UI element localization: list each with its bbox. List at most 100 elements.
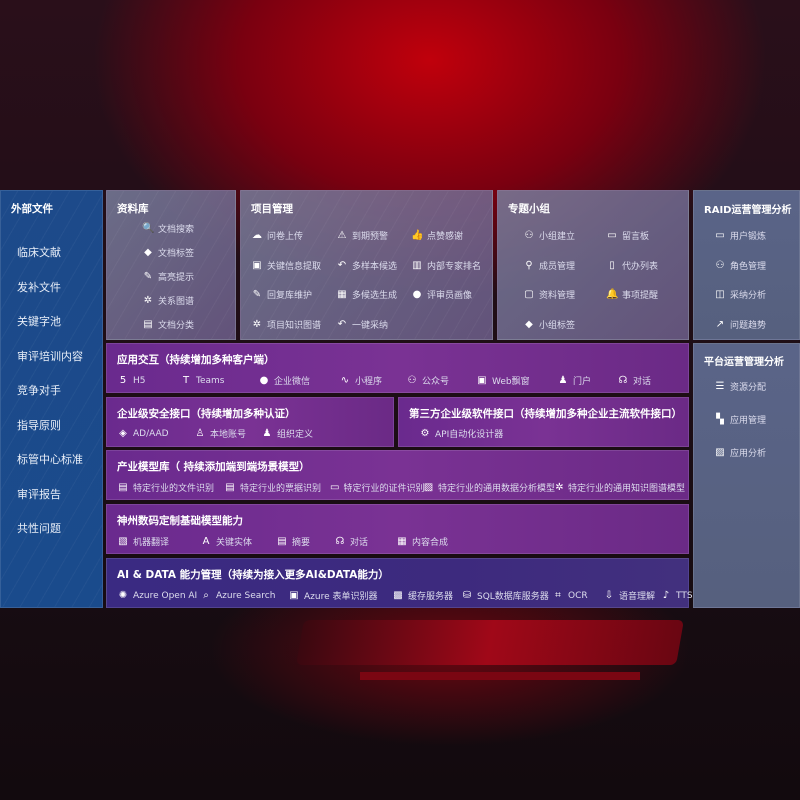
sidebar-item[interactable]: 发补文件 xyxy=(17,280,61,294)
feature-item[interactable]: ☊ 对话 xyxy=(617,374,667,387)
feature-item[interactable]: ▦ 内容合成 xyxy=(396,535,476,548)
feature-label: 关系图谱 xyxy=(158,297,195,307)
feature-item[interactable]: T Teams xyxy=(180,374,258,387)
feature-label: 文档分类 xyxy=(158,321,195,331)
feature-item[interactable]: A 关键实体 xyxy=(200,535,276,548)
sidebar-item[interactable]: 审评报告 xyxy=(17,487,61,501)
feature-item[interactable]: ♙ 本地账号 xyxy=(194,427,261,440)
feature-item[interactable]: ☰ 资源分配 xyxy=(714,380,767,393)
feature-item[interactable]: ☊ 对话 xyxy=(334,535,396,548)
feature-item[interactable]: ⚙ API自动化设计器 xyxy=(419,427,569,440)
feature-item[interactable]: ⛁ SQL数据库服务器 xyxy=(461,589,552,602)
feature-item[interactable]: ▩ 缓存服务器 xyxy=(392,589,461,602)
reply-icon: ↶ xyxy=(337,259,347,271)
feature-item[interactable]: ▯ 代办列表 xyxy=(606,259,658,272)
feature-item[interactable]: ⚠ 到期预警 xyxy=(336,229,389,242)
feature-item[interactable]: ● 评审员画像 xyxy=(411,288,472,301)
sidebar-item[interactable]: 审评培训内容 xyxy=(17,349,83,363)
feature-item[interactable]: ✲ 特定行业的通用知识图谱模型 xyxy=(555,481,685,494)
feature-label: 内容合成 xyxy=(412,538,449,548)
feature-item[interactable]: ▤ 特定行业的文件识别 xyxy=(117,481,224,494)
sidebar-item[interactable]: 关键字池 xyxy=(17,315,61,328)
feature-item[interactable]: ▢ 资料管理 xyxy=(523,288,575,301)
feature-label: 小程序 xyxy=(355,377,383,387)
feature-item[interactable]: ▤ 特定行业的票据识别 xyxy=(224,481,330,494)
feature-item[interactable]: ▤ 摘要 xyxy=(276,535,334,548)
tts-icon: ♪ xyxy=(662,590,670,601)
feature-item[interactable]: ✎ 回复库维护 xyxy=(251,288,312,301)
feature-item[interactable]: ✲ 关系图谱 xyxy=(142,294,194,307)
feature-item[interactable]: ⇩ 语音理解 xyxy=(603,589,660,602)
feature-item[interactable]: ◈ AD/AAD xyxy=(117,427,194,440)
feature-item[interactable]: ▤ 文档分类 xyxy=(142,318,194,331)
feature-label: 机器翻译 xyxy=(133,538,170,548)
graph-icon: ✲ xyxy=(252,318,262,330)
feature-item[interactable]: ▣ Web飘窗 xyxy=(476,374,557,387)
feature-item[interactable]: ▨ 特定行业的通用数据分析模型 xyxy=(423,481,555,494)
feature-item[interactable]: ⚇ 公众号 xyxy=(406,374,476,387)
panel-title: RAID运营管理分析 xyxy=(704,205,792,216)
sidebar-item[interactable]: 指导原则 xyxy=(17,418,61,432)
ai-data-panel: AI & DATA 能力管理（持续为接入更多AI&DATA能力） ✺ Azure … xyxy=(106,558,693,608)
chat-icon: ☊ xyxy=(618,375,628,386)
ocr-icon: ⌗ xyxy=(555,590,561,601)
feature-item[interactable]: ⌕ Azure Search xyxy=(200,589,288,602)
feature-item[interactable]: ☁ 问卷上传 xyxy=(251,229,303,242)
feature-item[interactable]: ▦ 多候选生成 xyxy=(336,288,397,301)
users-icon: ⚇ xyxy=(524,230,534,241)
feature-item[interactable]: ⚇ 小组建立 xyxy=(523,229,576,242)
feature-item[interactable]: ♟ 组织定义 xyxy=(261,427,331,440)
feature-item[interactable]: ▣ Azure 表单识别器 xyxy=(288,589,392,602)
feature-item[interactable]: ⌗ OCR xyxy=(552,589,603,602)
pen-icon: ✎ xyxy=(143,271,153,282)
feature-item[interactable]: ▭ 用户锻炼 xyxy=(714,229,766,242)
feature-label: Azure 表单识别器 xyxy=(304,592,378,602)
feature-item[interactable]: ✺ Azure Open AI xyxy=(117,589,200,602)
summary-icon: ▤ xyxy=(277,536,287,547)
feature-item[interactable]: ♟ 门户 xyxy=(557,374,617,387)
feature-item[interactable]: 5 H5 xyxy=(117,374,180,387)
feature-item[interactable]: ∿ 小程序 xyxy=(339,374,406,387)
feature-item[interactable]: ▭ 特定行业的证件识别 xyxy=(330,481,424,494)
feature-item[interactable]: ↗ 问题趋势 xyxy=(714,318,766,331)
feature-item[interactable]: ▥ 内部专家排名 xyxy=(411,259,481,272)
qa-icon: ◫ xyxy=(715,289,725,300)
feature-item[interactable]: ▨ 应用分析 xyxy=(714,446,766,459)
feature-item[interactable]: ✲ 项目知识图谱 xyxy=(251,318,321,331)
teams-icon: T xyxy=(182,375,190,386)
sidebar-item[interactable]: 临床文献 xyxy=(17,246,61,259)
group-panel: 专题小组 ⚇ 小组建立 ▭ 留言板 ⚲ 成员管理 ▯ 代办列表 ▢ 资料管理 🔔 事项提醒 ◆ 小组标签 xyxy=(497,190,689,340)
html5-icon: 5 xyxy=(119,375,127,386)
feature-item[interactable]: ◆ 文档标签 xyxy=(142,246,194,259)
feature-item[interactable]: ↶ 多样本候选 xyxy=(336,259,397,272)
sidebar-item[interactable]: 共性问题 xyxy=(17,522,61,535)
pen-icon: ✎ xyxy=(252,289,262,300)
feature-item[interactable]: ◆ 小组标签 xyxy=(523,318,575,331)
sidebar-item[interactable]: 竞争对手 xyxy=(17,384,61,397)
feature-item[interactable]: 🔍 文档搜索 xyxy=(142,222,194,235)
receipt-icon: ▤ xyxy=(225,482,235,493)
sidebar-item[interactable]: 标管中心标准 xyxy=(17,453,83,466)
feature-label: 特定行业的票据识别 xyxy=(240,484,322,494)
feature-item[interactable]: ⚇ 角色管理 xyxy=(714,259,767,272)
feature-item[interactable]: ▭ 留言板 xyxy=(606,229,649,242)
feature-item[interactable]: ↶ 一键采纳 xyxy=(336,318,388,331)
feature-label: 资料管理 xyxy=(539,291,576,301)
panel-title: 企业级安全接口（持续增加多种认证） xyxy=(117,408,296,420)
feature-item[interactable]: ▧ 机器翻译 xyxy=(117,535,200,548)
feature-item[interactable]: ▚ 应用管理 xyxy=(714,413,766,426)
feature-item[interactable]: ◫ 采纳分析 xyxy=(714,288,766,301)
window-icon: ▣ xyxy=(477,375,487,386)
tag-icon: ◆ xyxy=(144,247,152,258)
feature-item[interactable]: ♪ TTS xyxy=(660,589,700,602)
feature-item[interactable]: 👍 点赞感谢 xyxy=(411,229,463,242)
feature-item[interactable]: ● 企业微信 xyxy=(258,374,339,387)
feature-item[interactable]: 🔔 事项提醒 xyxy=(606,288,658,301)
feature-item[interactable]: ⚲ 成员管理 xyxy=(523,259,575,272)
feature-item[interactable]: ✎ 高亮提示 xyxy=(142,270,194,283)
feature-label: 评审员画像 xyxy=(427,291,473,301)
industry-panel: 产业模型库（ 持续添加端到端场景模型） ▤ 特定行业的文件识别 ▤ 特定行业的票据识别… xyxy=(106,450,689,500)
panel-title: 专题小组 xyxy=(508,203,550,215)
panel-title: 外部文件 xyxy=(11,203,53,215)
feature-item[interactable]: ▣ 关键信息提取 xyxy=(251,259,321,272)
